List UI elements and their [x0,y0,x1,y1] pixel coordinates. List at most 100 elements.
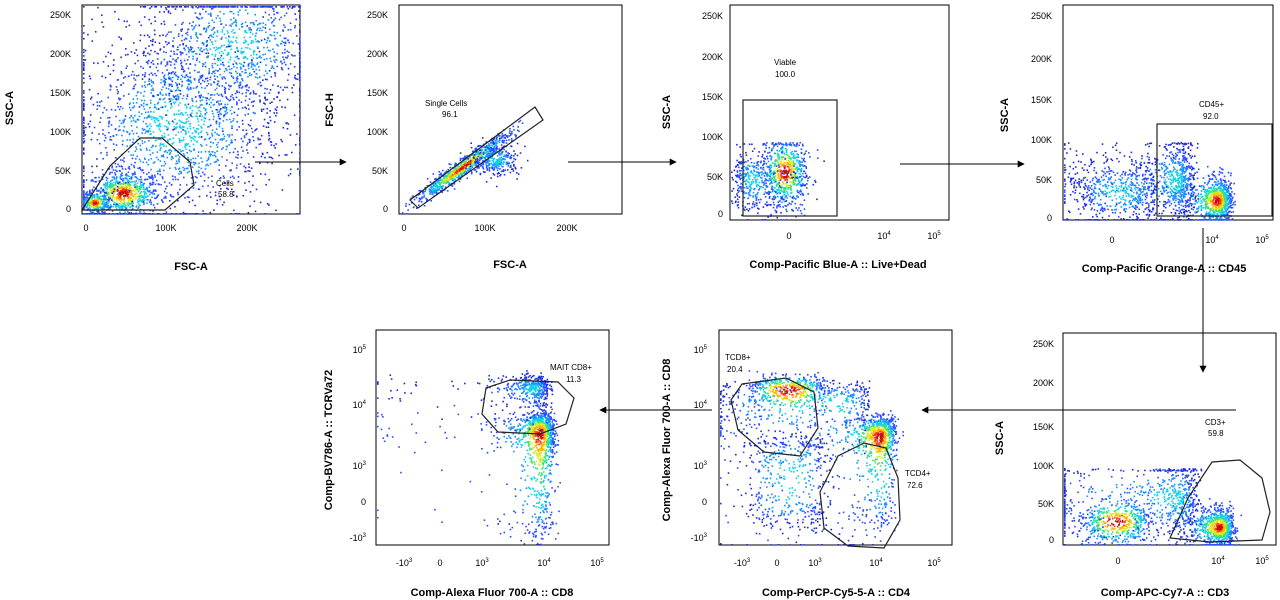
event-point [476,158,479,160]
event-point [185,32,187,35]
event-point [511,161,513,164]
event-point [107,186,110,188]
event-point [104,211,106,213]
event-point [231,141,233,144]
event-point [206,56,208,59]
event-point [433,183,435,185]
event-point [125,173,127,175]
event-point [797,196,799,198]
event-point [91,132,94,134]
event-point [273,25,276,27]
event-point [502,139,504,142]
event-point [455,172,457,174]
event-point [223,44,225,46]
event-point [145,213,148,215]
event-point [482,152,485,154]
event-point [429,189,432,192]
tick-label: 250K [50,10,71,20]
event-point [167,6,169,8]
event-point [184,213,187,215]
event-point [119,202,121,205]
event-point [252,91,255,94]
event-point [802,193,804,196]
event-point [115,206,117,209]
event-point [169,138,172,140]
event-point [216,83,219,86]
event-point [210,141,212,143]
event-point [294,26,296,29]
event-point [273,67,275,70]
event-point [491,152,494,154]
event-point [486,150,488,152]
event-point [796,169,799,171]
tick-label: 200K [236,223,257,233]
event-point [93,204,95,206]
event-point [471,160,474,163]
event-point [170,72,173,75]
event-point [240,67,242,70]
event-point [495,162,497,165]
event-point [83,104,85,106]
event-point [195,115,197,117]
event-point [498,137,501,140]
event-point [228,135,230,138]
event-point [189,76,192,79]
event-point [799,141,801,144]
event-point [135,213,137,215]
event-point [117,106,119,108]
event-point [212,36,214,39]
event-point [294,6,296,8]
event-point [154,41,157,43]
event-point [268,139,270,141]
event-point [240,47,243,50]
event-point [435,190,438,193]
event-point [123,157,125,159]
event-point [115,208,118,210]
event-point [287,174,290,177]
event-point [202,65,204,68]
event-point [296,133,298,135]
event-point [485,141,488,143]
event-point [470,172,473,175]
event-point [294,144,297,146]
event-point [225,24,227,26]
event-point [83,77,85,80]
event-point [174,176,176,178]
event-point [467,168,470,170]
event-point [476,159,479,161]
event-point [190,161,193,164]
event-point [140,92,142,94]
event-point [194,136,197,138]
event-point [234,92,237,95]
event-point [489,147,491,149]
event-point [463,164,465,166]
event-point [140,24,142,27]
event-point [222,61,224,64]
event-point [196,112,198,115]
event-point [178,96,180,98]
event-point [461,165,463,168]
event-point [459,166,461,168]
event-point [83,96,85,98]
event-point [792,142,794,144]
event-point [267,19,270,21]
event-point [111,44,114,47]
event-point [222,175,225,177]
event-point [274,75,277,77]
event-point [120,175,123,177]
event-point [154,161,156,163]
event-point [207,82,210,85]
event-point [215,69,217,72]
event-point [507,152,509,154]
event-point [501,137,503,139]
event-point [164,106,167,108]
event-point [159,48,162,50]
event-point [281,40,283,43]
event-point [287,67,290,70]
event-point [233,209,235,212]
event-point [176,84,178,87]
event-point [299,158,301,160]
event-point [244,72,246,74]
event-point [259,81,261,84]
event-point [296,78,299,81]
